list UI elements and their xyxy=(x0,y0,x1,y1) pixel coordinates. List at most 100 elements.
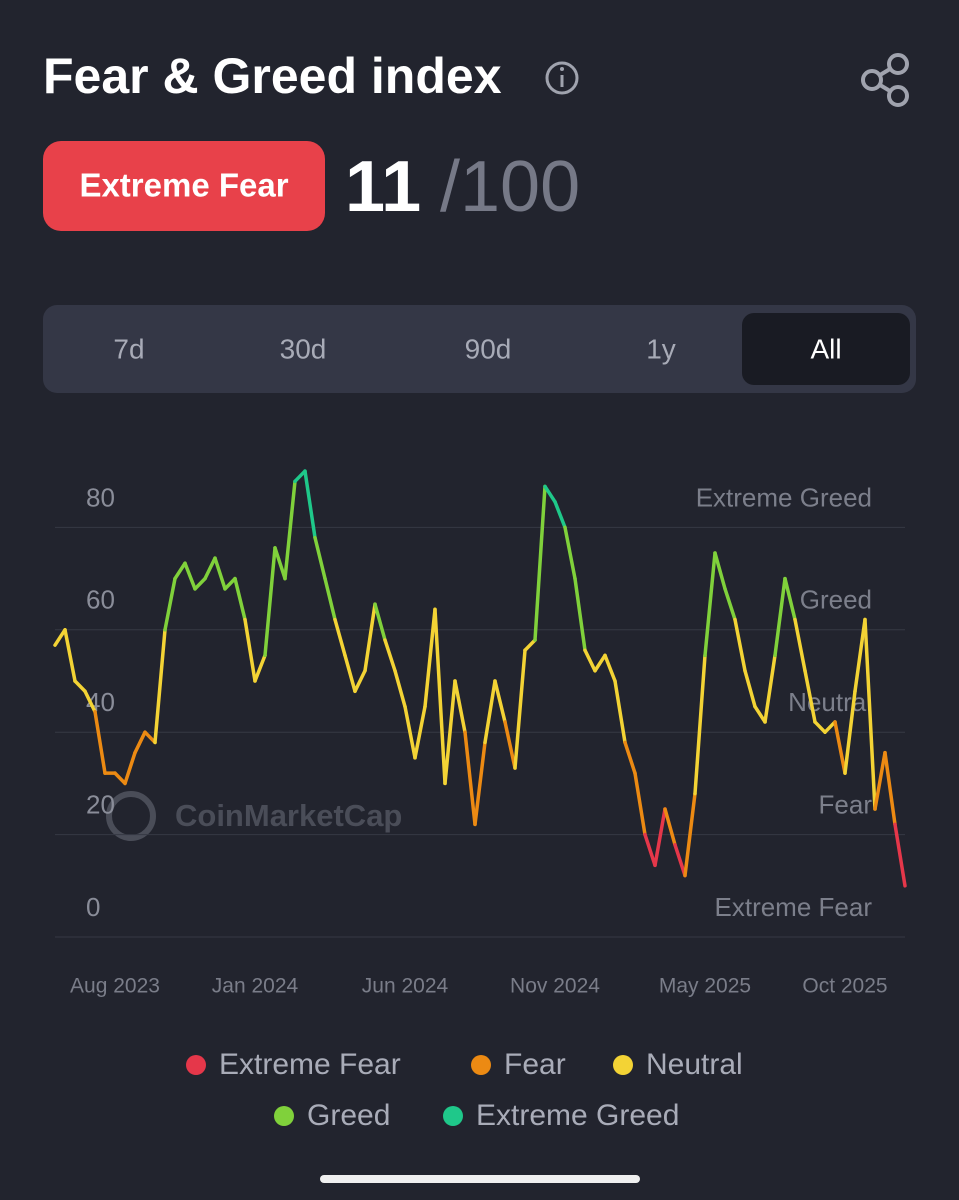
line-segment xyxy=(423,607,437,709)
line-segment xyxy=(83,689,97,714)
line-segment xyxy=(513,648,527,770)
tab-label[interactable]: All xyxy=(810,333,841,364)
line-segment xyxy=(163,576,177,632)
line-segment xyxy=(323,576,337,622)
line-segment xyxy=(273,546,287,581)
line-segment xyxy=(383,638,397,673)
watermark-logo xyxy=(106,791,156,841)
watermark: CoinMarketCap xyxy=(175,798,402,833)
line-segment xyxy=(493,679,507,724)
line-segment xyxy=(723,587,737,622)
line-segment xyxy=(293,469,307,484)
legend-label: Extreme Greed xyxy=(476,1099,679,1132)
page-title: Fear & Greed index xyxy=(43,48,502,104)
line-segment xyxy=(263,546,277,658)
home-indicator xyxy=(320,1175,640,1183)
line-segment xyxy=(553,500,567,530)
line-segment xyxy=(643,832,657,868)
line-segment xyxy=(563,525,577,581)
line-segment xyxy=(313,535,327,581)
line-segment xyxy=(743,669,757,709)
line-segment xyxy=(343,653,357,693)
line-segment xyxy=(583,648,597,673)
line-segment xyxy=(473,740,487,827)
line-segment xyxy=(463,730,477,827)
line-segment xyxy=(303,469,317,540)
y-tick-label: 60 xyxy=(86,585,115,615)
line-segment xyxy=(823,720,837,734)
line-segment xyxy=(843,689,857,775)
zone-label: Neutral xyxy=(788,687,872,717)
tab-bar xyxy=(43,305,916,393)
line-segment xyxy=(213,556,227,591)
status-badge xyxy=(43,141,325,231)
line-segment xyxy=(483,679,497,745)
line-segment xyxy=(593,653,607,673)
line-segment xyxy=(413,704,427,760)
x-tick-label: Aug 2023 xyxy=(70,975,160,998)
line-segment xyxy=(333,617,347,658)
tabs: 7d 30d 90d 1y All xyxy=(113,313,910,385)
tab-label[interactable]: 90d xyxy=(465,333,512,364)
line-segment xyxy=(803,669,817,724)
line-segment xyxy=(683,791,697,878)
zone-label: Extreme Fear xyxy=(715,892,873,922)
line-segment xyxy=(173,561,187,581)
line-segment xyxy=(63,628,77,683)
info-icon[interactable] xyxy=(545,61,579,95)
share-icon[interactable] xyxy=(861,53,909,107)
zone-label: Fear xyxy=(819,789,873,819)
line-segment xyxy=(703,551,717,658)
y-tick-label: 20 xyxy=(86,789,115,819)
line-segment xyxy=(833,720,847,775)
score: 11 xyxy=(345,147,421,227)
tab-label[interactable]: 7d xyxy=(113,333,144,364)
line-segment xyxy=(373,602,387,642)
line-segment xyxy=(713,551,727,591)
line-segment xyxy=(143,730,157,745)
zone-label: Extreme Greed xyxy=(696,482,872,512)
legend-marker xyxy=(613,1055,633,1075)
line-segment xyxy=(523,638,537,653)
line-segment xyxy=(443,679,457,786)
line-segment xyxy=(573,576,587,653)
x-tick-label: May 2025 xyxy=(659,975,751,998)
line-segment xyxy=(53,628,67,647)
line-segment xyxy=(533,484,547,642)
zone-label: Greed xyxy=(800,585,872,615)
x-tick-label: Jan 2024 xyxy=(212,975,299,998)
line-segment xyxy=(873,750,887,811)
tab-selected xyxy=(742,313,910,385)
legend-marker xyxy=(471,1055,491,1075)
y-tick-label: 80 xyxy=(86,482,115,512)
line-segment xyxy=(123,750,137,786)
line-segment xyxy=(193,576,207,591)
line-segment xyxy=(73,679,87,693)
line-segment xyxy=(113,771,127,786)
line-segment xyxy=(603,653,617,683)
line-segment xyxy=(133,730,147,755)
line-segment xyxy=(253,653,267,683)
line-segment xyxy=(653,807,667,868)
legend-label: Extreme Fear xyxy=(219,1048,401,1081)
line-segment xyxy=(623,740,637,775)
legend-label: Fear xyxy=(504,1048,566,1081)
line-segment xyxy=(633,771,647,837)
line-segment xyxy=(733,617,747,673)
line-segment xyxy=(883,750,897,827)
y-tick-label: 0 xyxy=(86,892,100,922)
x-tick-label: Jun 2024 xyxy=(362,975,449,998)
tab-label[interactable]: 30d xyxy=(280,333,327,364)
line-segment xyxy=(853,617,867,693)
line-segment xyxy=(793,617,807,673)
line-segment xyxy=(393,669,407,709)
line-segment xyxy=(403,704,417,760)
line-segment xyxy=(153,628,167,745)
line-segment xyxy=(503,720,517,770)
legend-label: Greed xyxy=(307,1099,390,1132)
legend-marker xyxy=(186,1055,206,1075)
line-segment xyxy=(773,576,787,658)
tab-label[interactable]: 1y xyxy=(646,333,676,364)
